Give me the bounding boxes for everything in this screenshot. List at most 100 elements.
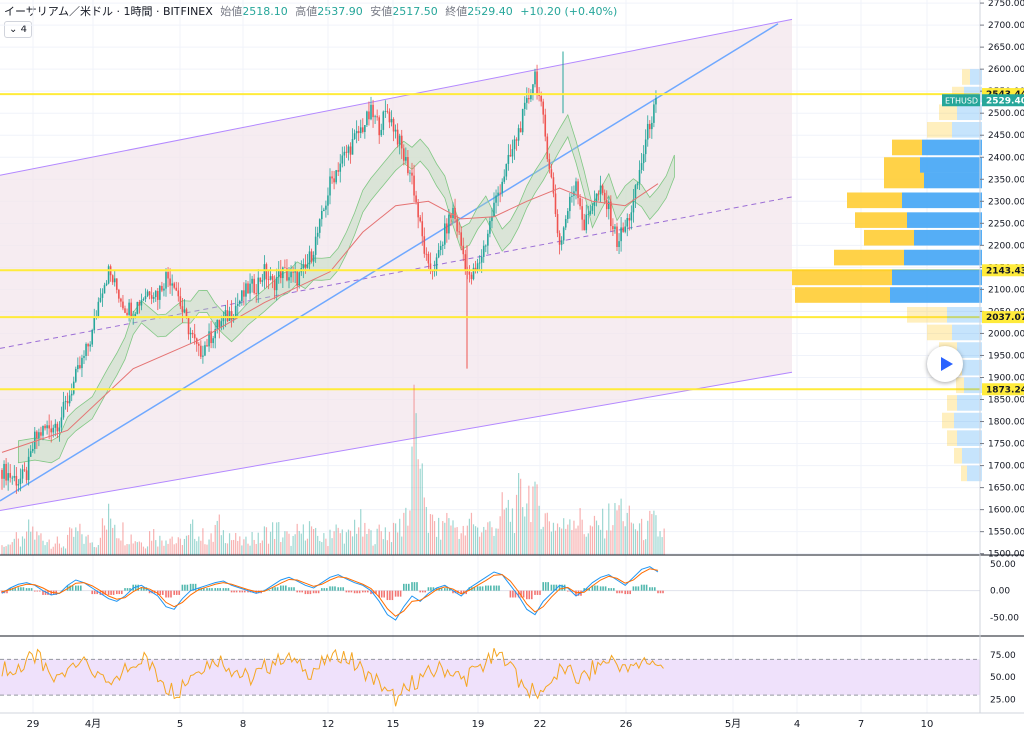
macd-histogram-bar [143, 587, 145, 591]
candle-body [450, 214, 452, 219]
candle-body [462, 245, 465, 255]
candle-body [485, 245, 487, 247]
volume-bar [284, 531, 286, 555]
volume-bar [97, 545, 99, 555]
volume-bar [224, 543, 227, 555]
volume-bar [351, 536, 354, 555]
candle-body [236, 303, 239, 306]
macd-histogram-bar [583, 588, 585, 591]
volume-bar [52, 546, 54, 555]
play-button[interactable] [927, 346, 963, 382]
volume-bar [600, 529, 602, 555]
volume-bar [444, 522, 446, 555]
volume-bar [474, 526, 477, 555]
macd-histogram-bar [175, 590, 178, 595]
macd-histogram-bar [372, 590, 375, 595]
candle-body [523, 102, 526, 110]
volume-bar [329, 529, 331, 555]
volume-bar [337, 527, 339, 555]
candle-body [144, 296, 147, 300]
volume-bar [132, 543, 134, 555]
volume-profile-bar-up [892, 269, 982, 286]
candle-body [577, 181, 579, 199]
candle-body [519, 128, 522, 133]
volume-bar [491, 527, 493, 555]
candle-body [308, 251, 311, 265]
volume-bar [69, 527, 71, 555]
candle-body [68, 395, 71, 404]
volume-bar [196, 541, 198, 555]
price-tick-label: 2100.00 [988, 285, 1024, 295]
volume-bar [26, 531, 28, 555]
candle-body [446, 223, 448, 234]
candle-body [83, 355, 85, 358]
macd-histogram-bar [476, 586, 479, 591]
candle-body [316, 232, 319, 237]
candle-body [257, 277, 260, 294]
candle-body [587, 213, 590, 215]
candle-body [134, 313, 137, 317]
volume-bar [64, 548, 67, 555]
macd-histogram-bar [140, 587, 143, 591]
macd-histogram-bar [290, 587, 293, 591]
candle-body [653, 104, 655, 123]
volume-bar [485, 529, 487, 555]
candle-body [583, 219, 585, 231]
macd-histogram-bar [432, 587, 435, 591]
macd-histogram-bar [657, 590, 659, 594]
macd-histogram-bar [337, 587, 339, 591]
volume-bar [413, 384, 415, 555]
candle-body [499, 192, 501, 194]
macd-histogram-bar [276, 587, 279, 591]
volume-bar [42, 540, 44, 555]
macd-histogram-bar [165, 590, 167, 598]
candle-body [413, 175, 415, 196]
volume-bar [249, 545, 251, 555]
volume-bar [208, 539, 210, 555]
candle-body [431, 270, 434, 272]
volume-bar [442, 521, 444, 555]
volume-bar [325, 538, 327, 555]
volume-bar [179, 538, 181, 555]
macd-histogram-bar [339, 587, 342, 591]
macd-histogram-bar [588, 588, 590, 591]
volume-bar [507, 499, 509, 555]
candle-body [364, 125, 366, 133]
macd-histogram-bar [637, 586, 640, 591]
macd-histogram-bar [635, 586, 637, 591]
volume-bar [173, 544, 175, 555]
macd-histogram-bar [186, 584, 189, 591]
indicator-count: 4 [20, 24, 27, 35]
volume-bar [372, 545, 374, 555]
price-tick-label: 1850.00 [988, 396, 1024, 406]
volume-profile-bar-down [927, 324, 952, 341]
macd-tick-label: -50.00 [990, 613, 1019, 623]
volume-bar [231, 540, 233, 555]
volume-bar [384, 527, 386, 555]
candle-body [339, 163, 342, 172]
macd-histogram-bar [282, 585, 285, 591]
volume-profile-bar-up [890, 287, 982, 303]
volume-bar [540, 529, 542, 555]
macd-histogram-bar [348, 590, 350, 593]
volume-bar [267, 543, 270, 555]
price-tick-label: 2250.00 [988, 219, 1024, 229]
volume-bar [288, 533, 290, 555]
volume-profile-bar-up [924, 172, 982, 189]
macd-histogram-bar [367, 590, 369, 593]
macd-tick-label: 0.00 [990, 587, 1010, 597]
volume-bar [358, 527, 360, 555]
macd-histogram-bar [50, 590, 52, 595]
macd-histogram-bar [44, 590, 47, 595]
candle-body [593, 201, 596, 206]
volume-bar [362, 536, 364, 555]
volume-bar [198, 536, 200, 555]
candle-body [569, 196, 571, 212]
candle-body [472, 267, 475, 280]
volume-bar [655, 515, 657, 555]
macd-histogram-bar [280, 585, 282, 591]
volume-bar [278, 522, 280, 555]
price-tick-label: 1550.00 [988, 528, 1024, 538]
candle-body [550, 169, 553, 178]
